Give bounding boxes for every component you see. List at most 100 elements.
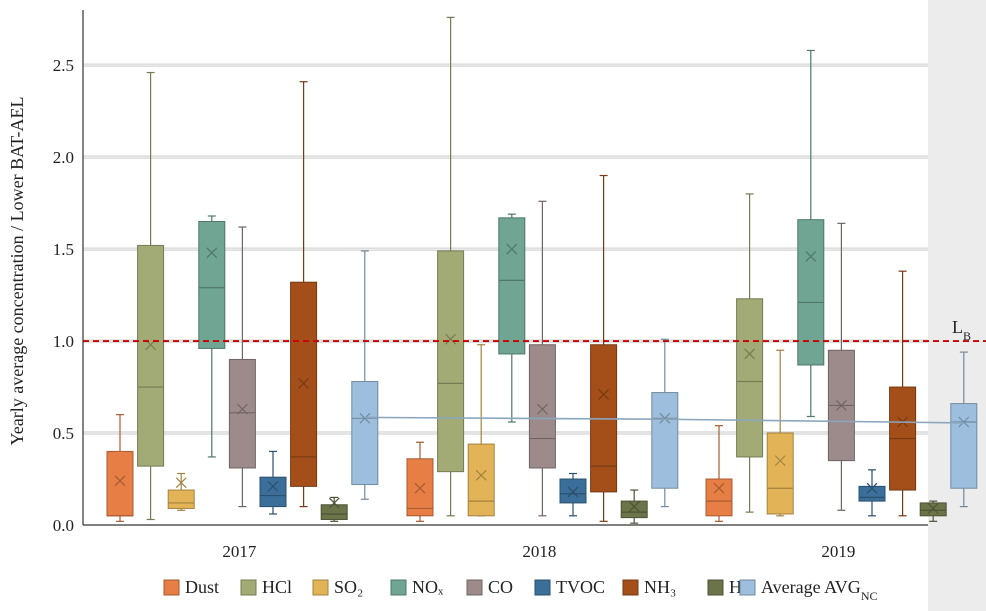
- legend-item: Average AVGNC: [739, 577, 877, 603]
- legend-label-main: Average AVG: [761, 577, 861, 597]
- y-tick-labels: 0.0 0.5 1.0 1.5 2.0 2.5: [53, 56, 74, 535]
- x-tick-label: 2018: [522, 542, 556, 561]
- legend-swatch: [707, 579, 724, 596]
- box-tvoc-2018: [559, 472, 587, 517]
- mean-marker: [206, 247, 218, 259]
- mean-marker: [835, 400, 847, 411]
- box-iqr: [705, 478, 733, 517]
- legend-label-main: NH₃: [644, 577, 676, 597]
- box-hcl-2017: [137, 71, 165, 521]
- box-iqr: [320, 504, 348, 520]
- legend-label-main: HCl: [262, 577, 292, 597]
- box-tvoc-2017: [259, 450, 287, 515]
- box-iqr: [528, 344, 556, 469]
- reference-label-sub: B: [963, 329, 971, 343]
- mean-marker: [328, 497, 340, 509]
- box-co-2017: [228, 226, 256, 508]
- box-co-2018: [528, 200, 556, 517]
- axes: [82, 10, 928, 526]
- legend-item: SO₂: [312, 577, 363, 597]
- legend-item: HCl: [240, 577, 292, 597]
- mean-marker: [866, 482, 878, 494]
- box-tvoc-2019: [858, 469, 886, 517]
- mean-marker: [359, 412, 371, 424]
- box-iqr: [797, 219, 825, 366]
- mean-marker: [414, 482, 426, 494]
- box-iqr: [919, 502, 947, 517]
- x-tick-label: 2019: [821, 542, 855, 561]
- legend: DustHClSO₂NOₓCOTVOCNH₃HFAverage AVGNC: [163, 577, 877, 603]
- box-iqr: [137, 244, 165, 467]
- legend-label: HCl: [262, 577, 292, 597]
- legend-swatch: [390, 579, 407, 596]
- legend-label: Average AVGNC: [761, 577, 877, 603]
- box-iqr: [498, 217, 526, 355]
- box-nh-2018: [590, 174, 618, 522]
- boxes-layer: [106, 16, 978, 524]
- box-dust-2018: [406, 441, 434, 522]
- legend-label-main: TVOC: [556, 577, 605, 597]
- reference-line-label: LB: [952, 317, 971, 343]
- box-iqr: [198, 221, 226, 349]
- mean-marker: [927, 503, 939, 514]
- mean-marker: [598, 388, 610, 400]
- legend-swatch: [312, 579, 329, 596]
- legend-item: CO: [466, 577, 513, 597]
- mean-marker: [567, 486, 579, 498]
- mean-marker: [713, 482, 725, 494]
- mean-marker: [659, 412, 671, 424]
- mean-marker: [298, 377, 310, 389]
- legend-item: Dust: [163, 577, 219, 597]
- box-averageavg-2018: [651, 338, 679, 508]
- legend-swatch: [534, 579, 551, 596]
- box-no-2019: [797, 49, 825, 418]
- box-so-2017: [167, 472, 195, 511]
- legend-item: NH₃: [622, 577, 676, 597]
- mean-marker: [114, 475, 126, 487]
- box-dust-2019: [705, 425, 733, 522]
- legend-label: NOₓ: [412, 577, 444, 597]
- box-co-2019: [827, 222, 855, 511]
- x-tick-labels: 2017 2018 2019: [222, 542, 855, 561]
- legend-swatch: [240, 579, 257, 596]
- mean-marker: [445, 333, 457, 345]
- box-iqr: [467, 443, 495, 517]
- mean-marker: [536, 403, 548, 415]
- y-tick-label: 1.0: [53, 332, 74, 351]
- box-nh-2019: [889, 270, 917, 517]
- mean-marker: [744, 348, 756, 360]
- legend-label-main: CO: [488, 577, 513, 597]
- right-shaded-band: [928, 0, 986, 611]
- mean-marker: [774, 455, 786, 467]
- box-dust-2017: [106, 414, 134, 522]
- box-averageavg-2017: [351, 250, 379, 500]
- legend-swatch: [163, 579, 180, 596]
- x-tick-label: 2017: [222, 542, 257, 561]
- box-iqr: [620, 500, 648, 519]
- y-tick-label: 2.5: [53, 56, 74, 75]
- box-iqr: [351, 381, 379, 486]
- legend-item: NOₓ: [390, 577, 444, 597]
- legend-swatch: [739, 579, 756, 596]
- box-iqr: [437, 250, 465, 473]
- legend-item: TVOC: [534, 577, 605, 597]
- y-tick-label: 0.5: [53, 424, 74, 443]
- y-tick-label: 2.0: [53, 148, 74, 167]
- legend-label-sub: NC: [861, 589, 878, 603]
- legend-label: SO₂: [334, 577, 363, 597]
- mean-marker: [805, 251, 817, 262]
- box-iqr: [290, 281, 318, 487]
- mean-trend-line: [364, 416, 964, 424]
- box-iqr: [106, 450, 134, 517]
- reference-label-main: L: [952, 317, 963, 337]
- box-nh-2017: [290, 81, 318, 508]
- mean-marker: [175, 477, 187, 489]
- box-no-2017: [198, 215, 226, 458]
- box-iqr: [766, 432, 794, 515]
- box-iqr: [259, 476, 287, 508]
- box-hf-2019: [919, 500, 947, 522]
- box-no-2018: [498, 213, 526, 423]
- legend-label-main: NOₓ: [412, 577, 444, 597]
- legend-label: NH₃: [644, 577, 676, 597]
